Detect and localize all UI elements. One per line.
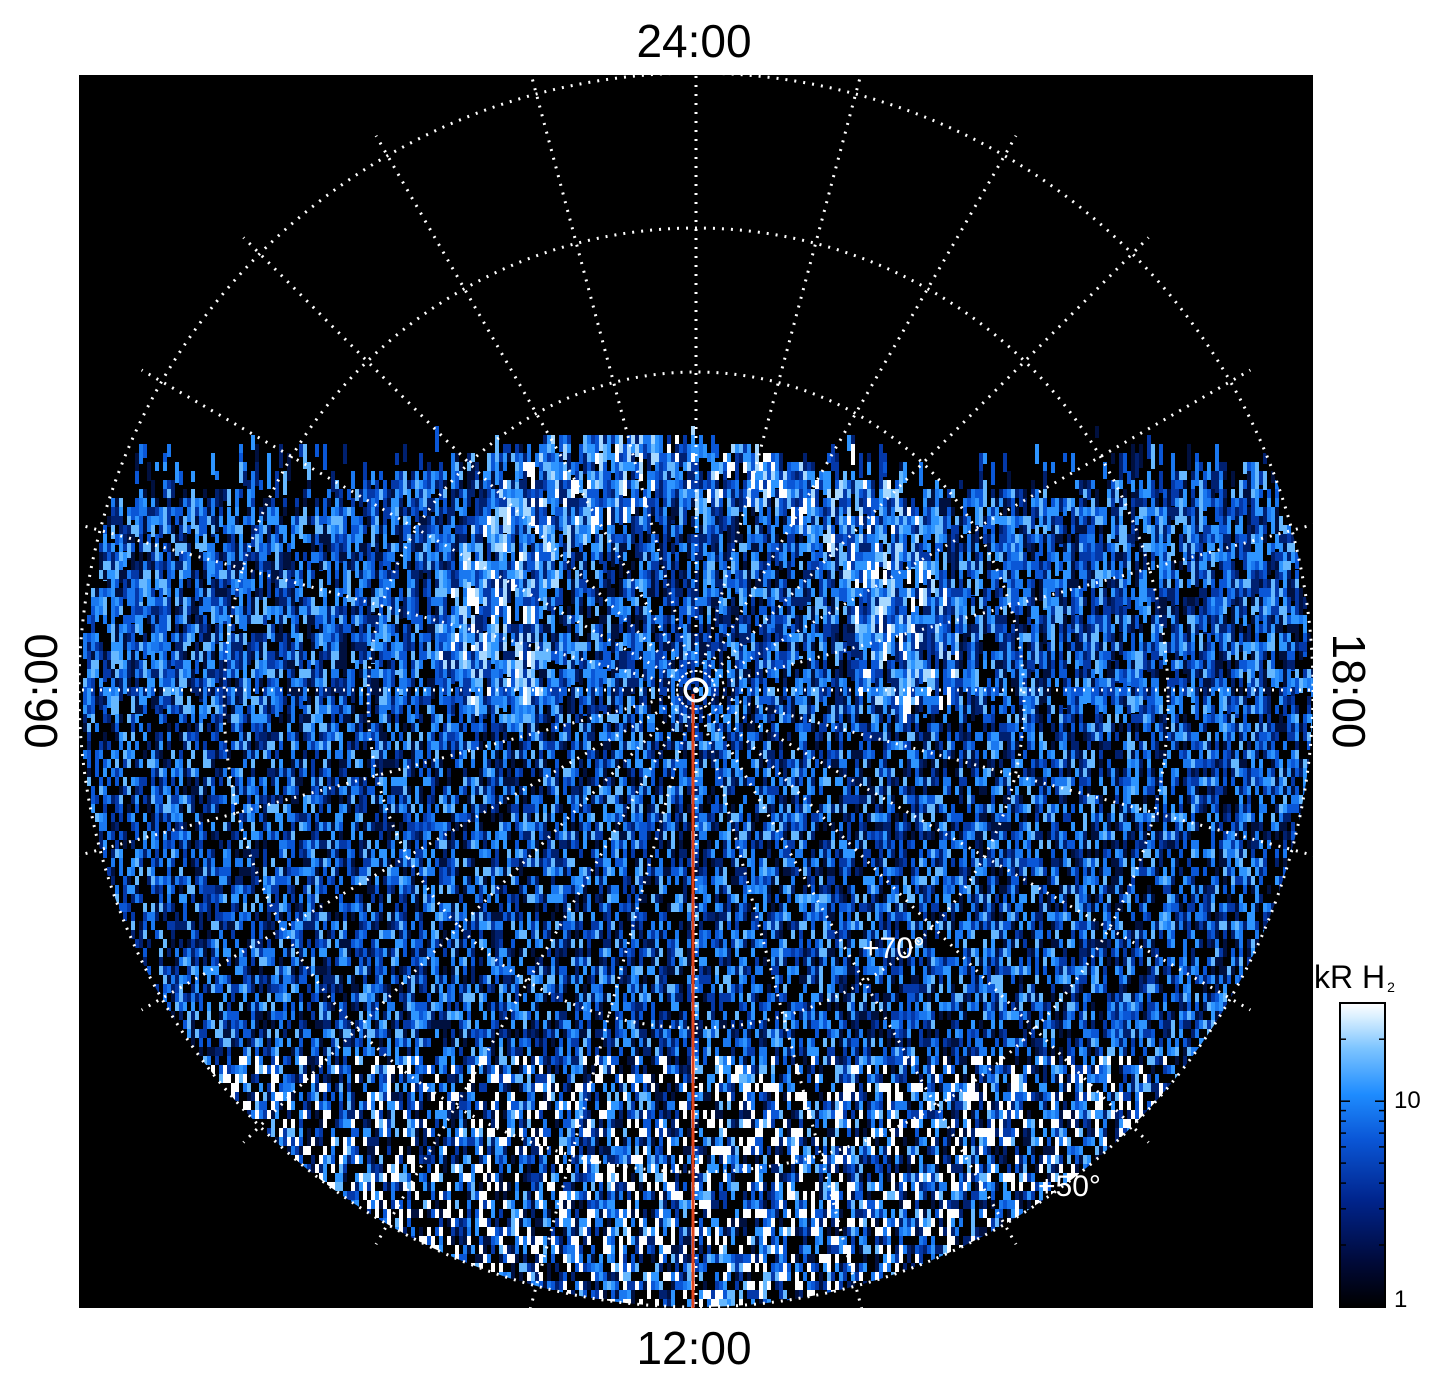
polar-grid bbox=[79, 75, 1313, 1308]
colorbar-gradient bbox=[1339, 1002, 1386, 1308]
time-label-18: 18:00 bbox=[1323, 633, 1375, 748]
colorbar-tick-label-10: 10 bbox=[1394, 1087, 1421, 1114]
time-label-24: 24:00 bbox=[636, 15, 751, 67]
time-label-06: 06:00 bbox=[15, 633, 67, 748]
colorbar-title-subscript: 2 bbox=[1387, 979, 1395, 995]
latitude-label-70: +70° bbox=[862, 932, 925, 965]
colorbar-tick-label-1: 1 bbox=[1394, 1286, 1407, 1313]
pole-marker bbox=[683, 677, 709, 703]
pole-marker-dot bbox=[693, 687, 699, 693]
latitude-circle bbox=[222, 226, 1170, 1174]
auroral-emission-map bbox=[83, 426, 1313, 1307]
emission-pixels bbox=[83, 426, 1313, 1307]
colorbar-ticks bbox=[1340, 1002, 1385, 1308]
time-label-12: 12:00 bbox=[636, 1322, 751, 1374]
latitude-circle bbox=[366, 370, 1026, 1030]
latitude-label-50: +50° bbox=[1038, 1170, 1101, 1203]
